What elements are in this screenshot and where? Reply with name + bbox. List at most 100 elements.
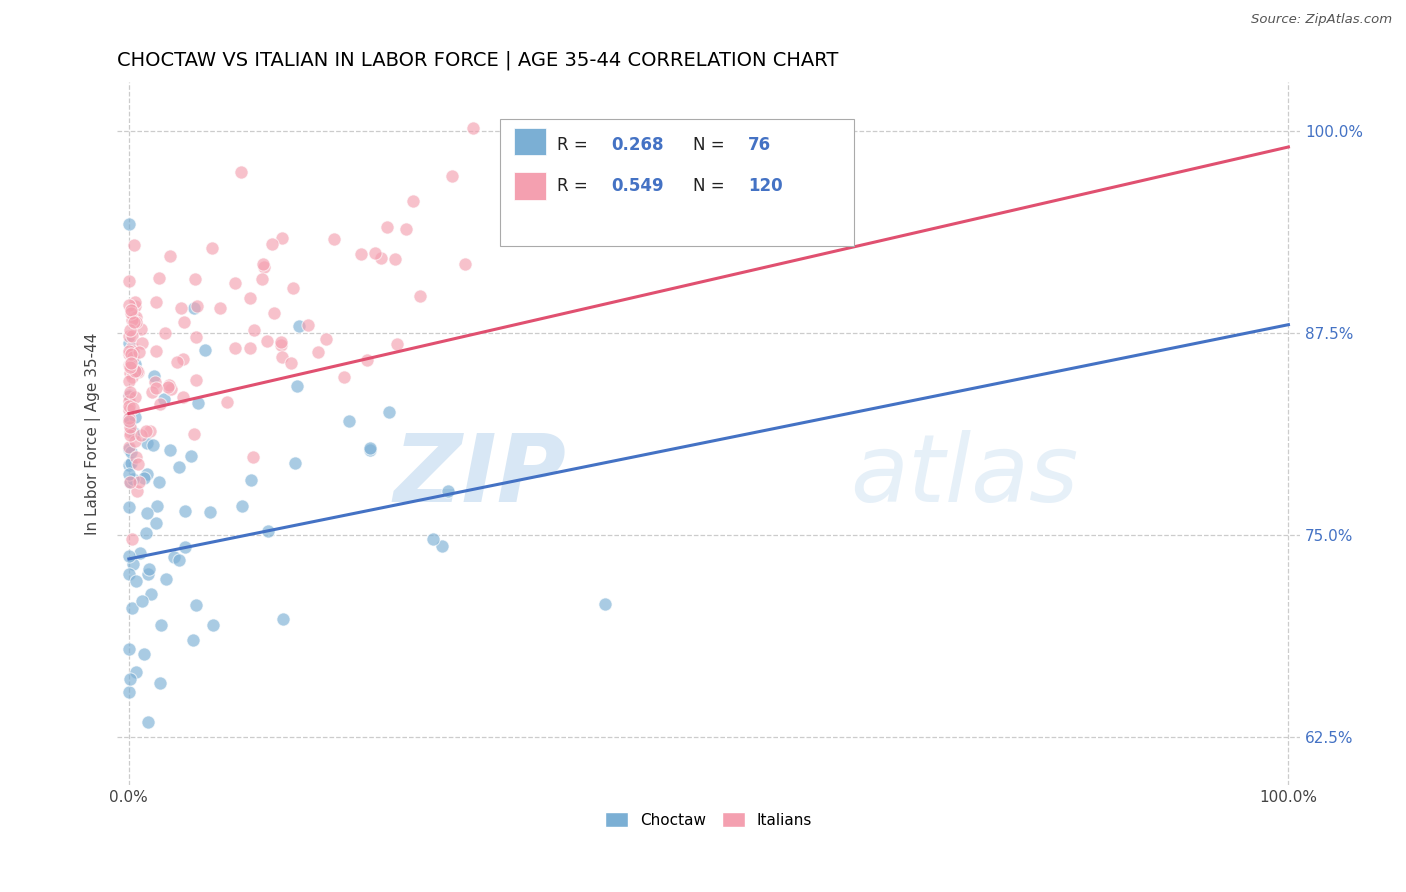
Point — [224, 341, 246, 355]
Point — [201, 241, 224, 255]
Point — [125, 483, 148, 498]
Point — [209, 301, 232, 315]
Point — [167, 460, 190, 475]
Point — [149, 676, 172, 690]
Point — [141, 384, 163, 399]
Point — [224, 277, 246, 291]
Point — [432, 539, 454, 553]
Point — [287, 319, 309, 334]
Point — [186, 299, 208, 313]
Point — [148, 271, 170, 285]
Point — [263, 306, 285, 320]
Point — [118, 384, 141, 399]
Point — [187, 396, 209, 410]
Point — [120, 302, 142, 317]
Text: Source: ZipAtlas.com: Source: ZipAtlas.com — [1251, 13, 1392, 27]
Point — [118, 403, 141, 417]
Point — [593, 597, 616, 611]
Point — [121, 340, 143, 354]
Text: ZIP: ZIP — [394, 430, 567, 522]
Point — [145, 295, 167, 310]
Point — [253, 260, 276, 275]
Point — [121, 370, 143, 384]
Point — [364, 246, 387, 260]
Point — [173, 315, 195, 329]
Point — [118, 389, 141, 403]
Point — [174, 504, 197, 518]
Point — [280, 356, 302, 370]
Point — [148, 475, 170, 489]
Point — [122, 401, 145, 415]
Point — [145, 381, 167, 395]
Point — [118, 359, 141, 374]
Point — [180, 450, 202, 464]
Point — [120, 356, 142, 370]
Point — [239, 291, 262, 305]
Point — [118, 442, 141, 456]
Point — [118, 359, 141, 373]
Point — [172, 390, 194, 404]
Point — [122, 558, 145, 572]
Point — [181, 632, 204, 647]
Point — [121, 601, 143, 615]
Text: 0.268: 0.268 — [612, 136, 664, 153]
Point — [124, 426, 146, 441]
Point — [323, 232, 346, 246]
Point — [146, 499, 169, 513]
Point — [271, 231, 294, 245]
Point — [184, 373, 207, 387]
Text: CHOCTAW VS ITALIAN IN LABOR FORCE | AGE 35-44 CORRELATION CHART: CHOCTAW VS ITALIAN IN LABOR FORCE | AGE … — [117, 51, 838, 70]
Point — [142, 369, 165, 384]
Point — [122, 350, 145, 364]
Point — [122, 344, 145, 359]
Point — [125, 450, 148, 465]
Point — [118, 388, 141, 402]
Point — [118, 549, 141, 563]
Point — [270, 334, 292, 349]
Point — [307, 344, 329, 359]
Point — [145, 516, 167, 530]
Point — [118, 366, 141, 380]
Point — [422, 533, 444, 547]
Point — [378, 405, 401, 419]
Point — [120, 428, 142, 442]
Point — [252, 256, 274, 270]
Point — [118, 413, 141, 427]
Point — [136, 467, 159, 482]
Point — [118, 347, 141, 361]
Point — [315, 332, 337, 346]
Point — [122, 472, 145, 486]
Point — [124, 364, 146, 378]
Point — [387, 337, 409, 351]
Point — [256, 524, 278, 538]
Point — [118, 415, 141, 429]
Text: 76: 76 — [748, 136, 770, 153]
Point — [118, 298, 141, 312]
Point — [118, 411, 141, 425]
Point — [118, 343, 141, 358]
Point — [155, 572, 177, 586]
Point — [163, 550, 186, 565]
Point — [118, 374, 141, 388]
Point — [136, 436, 159, 450]
Point — [170, 301, 193, 315]
Point — [132, 471, 155, 485]
Point — [159, 443, 181, 458]
Point — [183, 427, 205, 442]
Point — [138, 562, 160, 576]
Point — [118, 567, 141, 582]
Point — [118, 411, 141, 425]
Point — [437, 483, 460, 498]
Point — [454, 257, 477, 271]
Point — [359, 441, 381, 455]
Point — [136, 715, 159, 730]
Point — [121, 313, 143, 327]
Point — [217, 395, 239, 409]
Point — [120, 445, 142, 459]
Text: N =: N = — [693, 136, 725, 153]
Point — [124, 295, 146, 310]
Point — [184, 271, 207, 285]
Point — [142, 438, 165, 452]
Point — [127, 457, 149, 471]
Point — [350, 246, 373, 260]
